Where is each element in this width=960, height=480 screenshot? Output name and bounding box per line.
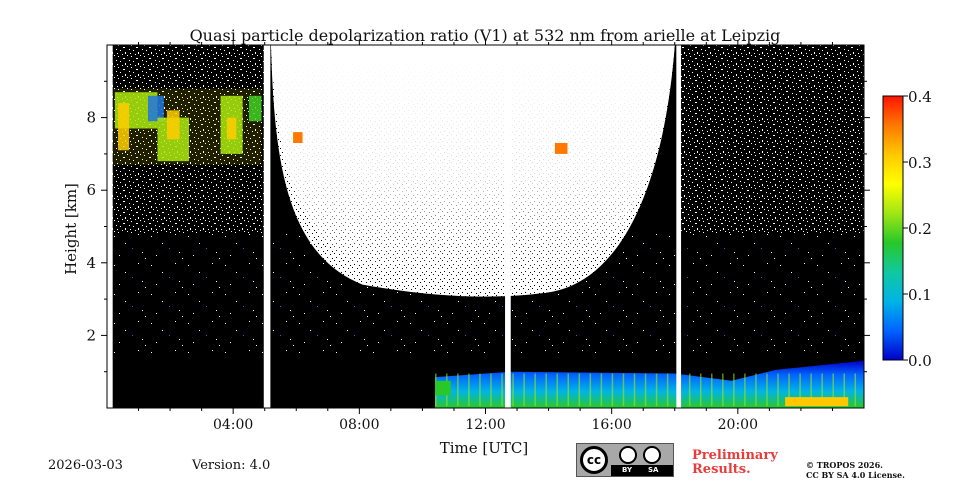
x-tick-label: 20:00: [718, 417, 758, 433]
aerosol-streak: [622, 373, 625, 407]
cc-icon: cc: [580, 446, 608, 474]
aerosol-streak: [512, 373, 514, 407]
copyright-line-2: CC BY SA 4.0 License.: [806, 470, 905, 480]
by-attribution-icon: [619, 446, 637, 464]
x-axis-label: Time [UTC]: [440, 439, 529, 457]
aerosol-streak: [655, 373, 658, 407]
daylight-noise-fade: [271, 45, 675, 283]
date-label: 2026-03-03: [48, 458, 123, 473]
axes: 04:00 08:00 12:00 16:00 20:00 2 4 6 8: [86, 40, 870, 433]
copyright-line-1: © TROPOS 2026.: [806, 460, 883, 470]
aerosol-streak: [468, 373, 470, 407]
aerosol-streak: [788, 373, 790, 407]
cc-badge-bar: BY SA: [611, 465, 673, 476]
aerosol-streak: [777, 373, 779, 407]
copyright-notice: © TROPOS 2026. CC BY SA 4.0 License.: [806, 460, 905, 480]
aerosol-streak: [755, 373, 757, 407]
aerosol-streak: [699, 373, 702, 407]
aerosol-patch: [293, 132, 303, 144]
colorbar: 0.0 0.1 0.2 0.3 0.4: [882, 88, 932, 370]
cc-license-badge[interactable]: cc BY SA: [576, 443, 674, 477]
feature-layer: [113, 88, 864, 408]
aerosol-streak: [810, 373, 812, 407]
by-label: BY: [622, 466, 633, 474]
aerosol-streak: [666, 373, 669, 407]
aerosol-streak: [688, 373, 691, 407]
version-label: Version: 4.0: [192, 458, 271, 473]
x-tick-label: 16:00: [591, 417, 631, 433]
cirrus-patch: [166, 110, 180, 140]
aerosol-streak: [523, 373, 525, 407]
aerosol-streak: [854, 373, 857, 407]
x-tick-label: 08:00: [339, 417, 379, 433]
aerosol-streak: [843, 373, 845, 407]
aerosol-low-patch: [435, 380, 451, 396]
aerosol-streak: [832, 373, 834, 407]
x-tick-label: 12:00: [465, 417, 505, 433]
cirrus-layer: [113, 88, 262, 165]
colorbar-gradient: [882, 95, 904, 361]
aerosol-streak: [611, 373, 614, 407]
cirrus-patch: [148, 95, 164, 122]
sa-label: SA: [648, 466, 659, 474]
data-gap: [505, 45, 511, 408]
colorbar-tick-label: 0.0: [908, 352, 932, 370]
cirrus-patch: [226, 117, 237, 140]
aerosol-streak: [600, 373, 603, 407]
aerosol-streak: [644, 373, 647, 407]
preliminary-line-1: Preliminary: [692, 448, 778, 463]
aerosol-streak: [578, 373, 581, 407]
y-tick-label: 6: [86, 181, 96, 199]
colorbar-tick-label: 0.4: [908, 88, 932, 106]
colorbar-tick-label: 0.3: [908, 154, 932, 172]
y-tick-label: 4: [86, 254, 96, 272]
data-gap: [107, 45, 113, 408]
aerosol-streak: [821, 373, 823, 407]
aerosol-streak: [567, 373, 570, 407]
aerosol-streak: [479, 373, 481, 407]
aerosol-streak: [545, 373, 547, 407]
aerosol-streak: [534, 373, 536, 407]
aerosol-surface-patch: [785, 397, 849, 407]
aerosol-streak: [733, 373, 735, 407]
boundary-layer-aerosol: [435, 360, 864, 408]
y-tick-label: 2: [86, 326, 96, 344]
share-alike-icon: [643, 446, 661, 464]
y-axis-label: Height [km]: [62, 183, 80, 275]
data-gaps: [107, 45, 682, 408]
aerosol-patch: [554, 143, 568, 154]
data-gap: [263, 45, 271, 408]
aerosol-streak: [722, 373, 724, 407]
x-tick-label: 04:00: [213, 417, 253, 433]
plot-area: [107, 45, 864, 408]
y-tick-label: 8: [86, 109, 96, 127]
colorbar-tick-label: 0.2: [908, 220, 932, 238]
data-gap: [676, 45, 682, 408]
cirrus-patch: [248, 95, 262, 122]
aerosol-streak: [633, 373, 636, 407]
chart-title: Quasi particle depolarization ratio (V1)…: [189, 26, 781, 45]
aerosol-streak: [501, 373, 503, 407]
aerosol-streak: [490, 373, 492, 407]
aerosol-streak: [799, 373, 801, 407]
aerosol-streak: [589, 373, 592, 407]
cirrus-patch: [118, 103, 130, 151]
aerosol-streak: [744, 373, 746, 407]
aerosol-streak: [457, 373, 459, 407]
aerosol-streak: [766, 373, 768, 407]
preliminary-notice: Preliminary Results.: [692, 449, 778, 477]
aerosol-streak: [556, 373, 558, 407]
colorbar-tick-label: 0.1: [908, 286, 932, 304]
aerosol-streak: [711, 373, 713, 407]
preliminary-line-2: Results.: [692, 462, 751, 477]
